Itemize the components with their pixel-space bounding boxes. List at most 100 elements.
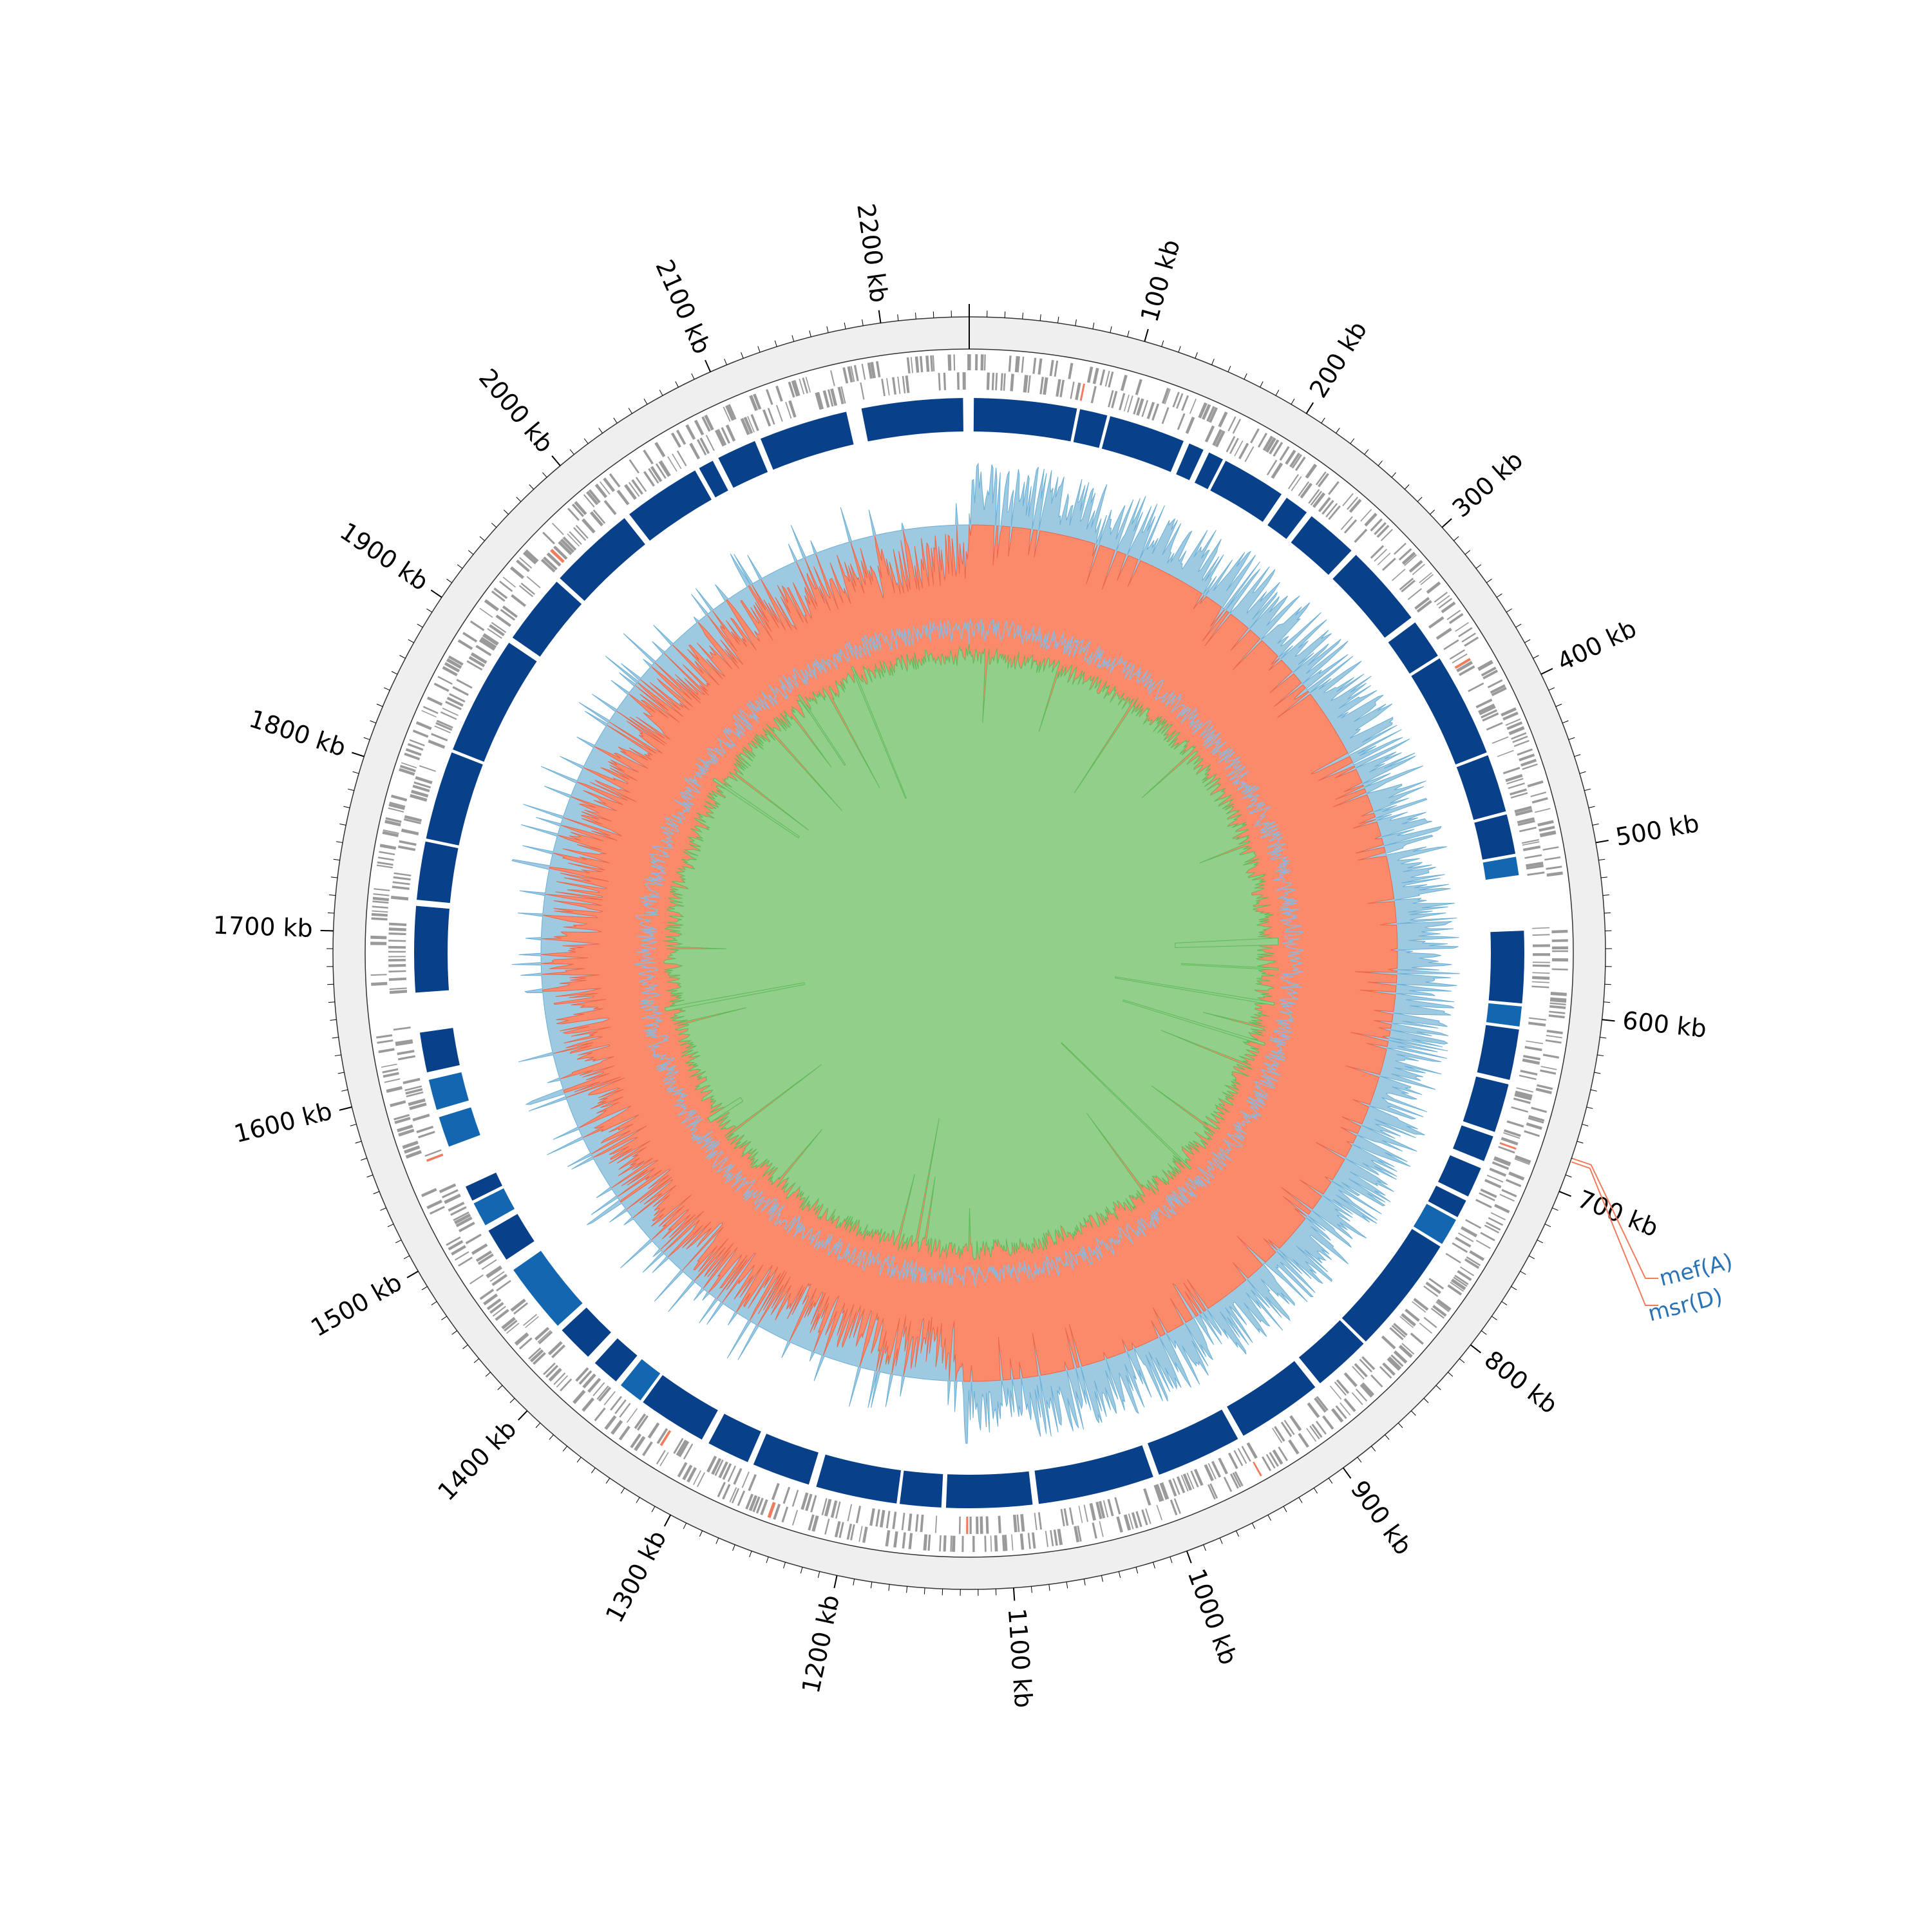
cds-feature [842, 367, 849, 384]
cds-feature [1325, 503, 1338, 518]
cds-feature [1250, 428, 1260, 444]
cds-feature [1083, 1504, 1088, 1522]
cds-feature [499, 580, 513, 592]
cds-feature [391, 794, 408, 802]
cds-feature [389, 801, 406, 808]
cds-feature [1202, 404, 1211, 420]
cds-feature [697, 439, 707, 456]
cds-feature [1328, 481, 1340, 495]
cds-feature [404, 752, 421, 761]
minor-tick [783, 1562, 786, 1569]
minor-tick [421, 1286, 428, 1291]
minor-tick [1235, 1530, 1240, 1537]
cds-feature [386, 1086, 402, 1094]
contig-block [1298, 1320, 1364, 1384]
cds-feature [1316, 1396, 1329, 1411]
cds-feature [486, 1298, 502, 1311]
cds-feature [370, 935, 387, 940]
cds-feature [475, 645, 492, 656]
gc-skew-spike [1061, 1042, 1192, 1170]
minor-tick [479, 536, 485, 542]
minor-tick [1565, 1174, 1572, 1178]
cds-feature [725, 404, 735, 421]
cds-feature [370, 942, 387, 945]
cds-feature [667, 456, 677, 472]
cds-feature [886, 378, 890, 395]
cds-feature [1435, 1301, 1450, 1312]
cds-feature [1380, 529, 1393, 542]
minor-tick [1430, 509, 1435, 515]
cds-feature [388, 945, 406, 949]
position-ticks [320, 304, 1615, 1601]
minor-tick [1496, 593, 1502, 598]
cds-feature [1141, 1509, 1148, 1526]
cds-feature [847, 366, 853, 383]
cds-feature [470, 652, 488, 665]
contig-block [1194, 452, 1224, 489]
cds-feature [1204, 425, 1215, 442]
cds-feature [1511, 732, 1527, 740]
cds-feature [939, 1535, 942, 1551]
cds-feature [1265, 1454, 1276, 1469]
cds-feature [902, 1532, 906, 1549]
cds-feature [1291, 454, 1302, 469]
cds-feature [1505, 718, 1521, 726]
minor-tick [387, 1224, 394, 1227]
minor-tick [1251, 1522, 1256, 1530]
cds-feature [782, 1486, 791, 1504]
minor-tick [1511, 1286, 1517, 1291]
minor-tick [1568, 737, 1575, 741]
minor-tick [1604, 1001, 1611, 1003]
cds-feature [1208, 407, 1218, 423]
cds-feature [609, 473, 621, 488]
cds-feature [673, 1437, 684, 1454]
cds-feature [1336, 1379, 1350, 1394]
cds-feature [586, 491, 599, 506]
cds-feature [1448, 612, 1464, 625]
tick-label: 1200 kb [797, 1593, 845, 1696]
cds-feature [388, 807, 404, 813]
cds-feature [676, 430, 687, 445]
cds-feature [1176, 1476, 1186, 1493]
cds-feature [1176, 393, 1184, 409]
cds-feature [1438, 598, 1453, 609]
cds-feature [1452, 1242, 1468, 1253]
cds-feature [994, 1535, 998, 1552]
cds-feature [767, 1502, 776, 1519]
contig-block [643, 1375, 718, 1440]
minor-tick [817, 1571, 820, 1578]
cds-feature [862, 1526, 868, 1543]
cds-feature [587, 1378, 601, 1393]
contig-block [562, 1307, 611, 1357]
cds-feature [1003, 373, 1006, 391]
cds-feature [616, 489, 630, 506]
gc-skew-spike [851, 666, 907, 799]
cds-feature [452, 686, 469, 696]
contig-block [620, 1359, 661, 1401]
cds-feature [1401, 580, 1416, 592]
cds-feature [571, 503, 584, 517]
cds-feature [1027, 1533, 1031, 1549]
cds-feature [1527, 780, 1544, 788]
cds-feature [1285, 450, 1296, 465]
cds-feature [465, 1233, 482, 1245]
cds-feature [791, 1490, 799, 1507]
cds-feature [840, 386, 846, 404]
cds-feature [551, 522, 564, 535]
cds-feature [827, 389, 834, 407]
cds-feature [748, 1495, 758, 1511]
minor-tick [923, 1587, 925, 1595]
cds-feature [932, 355, 935, 372]
cds-feature [1486, 722, 1503, 731]
cds-feature [1531, 797, 1548, 804]
cds-feature [830, 1500, 838, 1518]
cds-feature [1486, 1174, 1504, 1183]
cds-feature [388, 927, 406, 931]
cds-feature [528, 1347, 542, 1360]
cds-feature [446, 696, 464, 707]
cds-feature [1123, 1514, 1132, 1531]
minor-tick [383, 687, 390, 691]
cds-feature [1475, 1198, 1492, 1209]
minor-tick [1030, 1586, 1032, 1593]
cds-feature [1464, 636, 1479, 647]
